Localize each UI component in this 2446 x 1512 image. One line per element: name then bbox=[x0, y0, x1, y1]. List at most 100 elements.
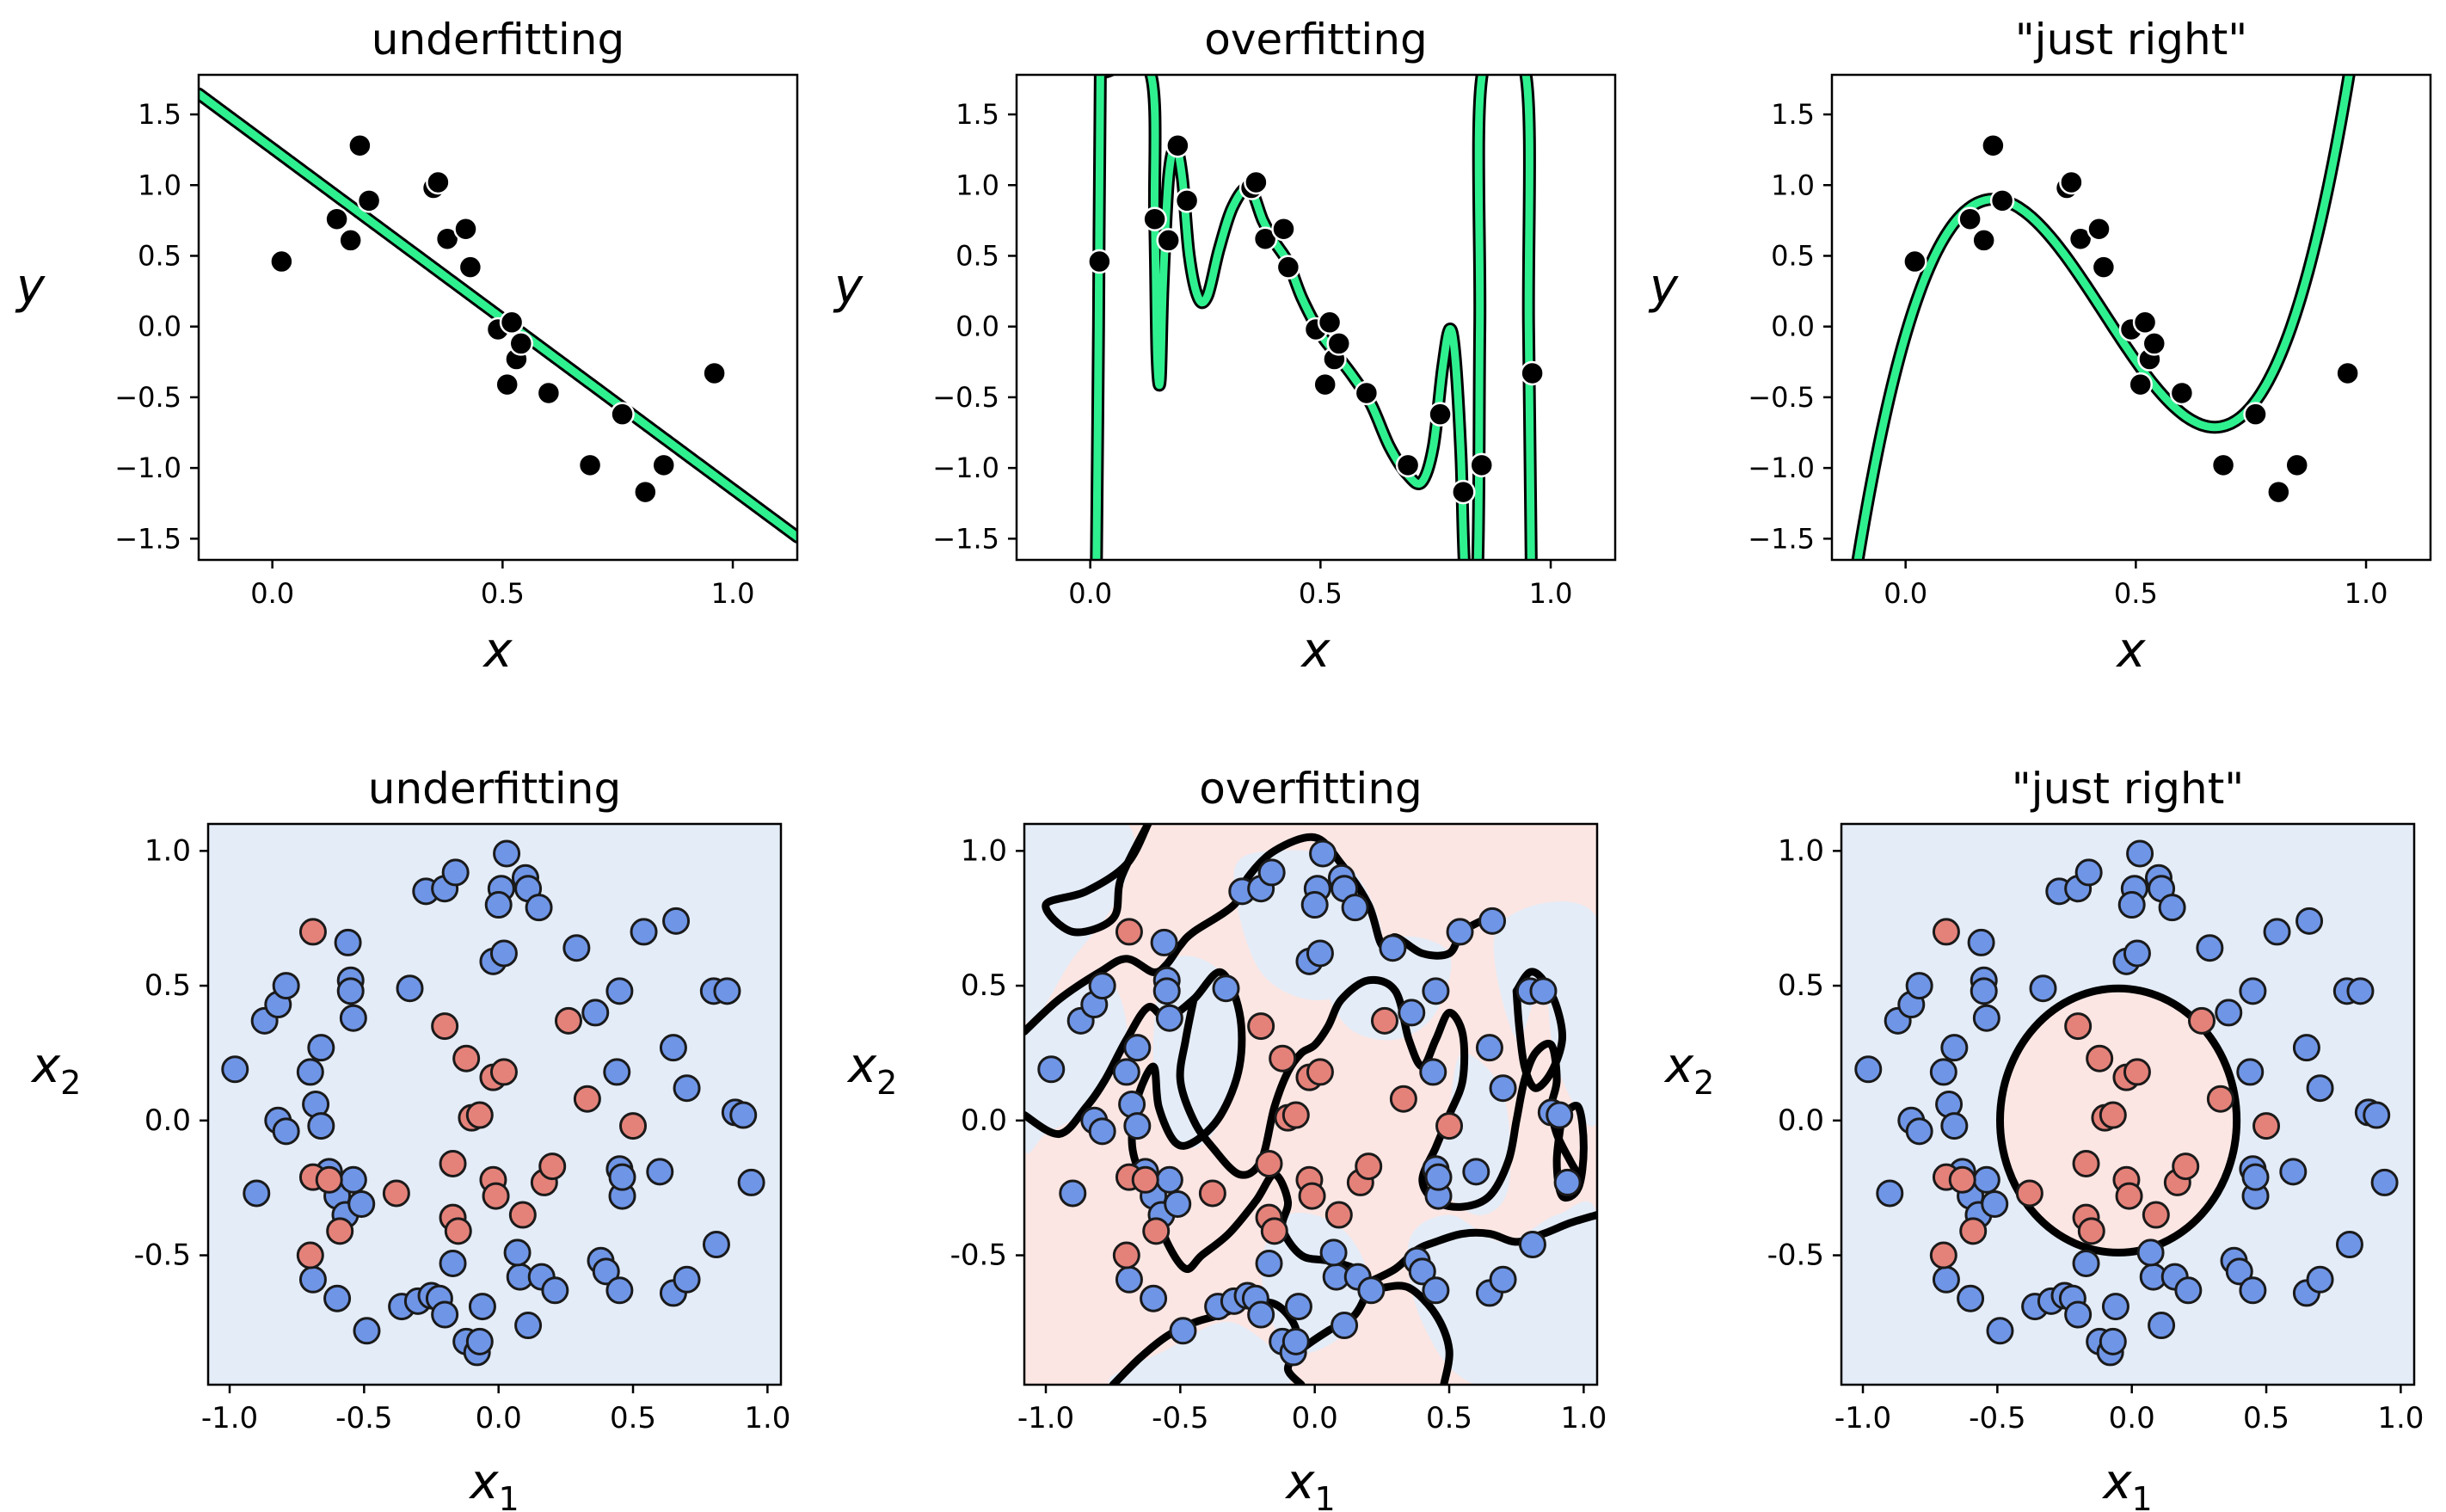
y-tick-label: 1.5 bbox=[138, 98, 181, 131]
data-point-red bbox=[1198, 1179, 1226, 1208]
data-point-blue bbox=[1970, 977, 1998, 1005]
data-point-blue bbox=[1309, 839, 1337, 868]
data-point-blue bbox=[1255, 1249, 1283, 1277]
data-point-blue bbox=[307, 1034, 335, 1062]
panel-cls-under: -1.0 -0.5 0.0 0.5 1.0 1.0 0.5 0.0 -0.5 underfitti… bbox=[30, 764, 790, 1512]
x-tick-label: 0.0 bbox=[1884, 577, 1927, 610]
data-point-red bbox=[2015, 1179, 2043, 1208]
data-point bbox=[338, 228, 363, 253]
data-point-blue bbox=[2370, 1168, 2399, 1196]
data-point-blue bbox=[605, 977, 634, 1005]
x-axis-label: x bbox=[1300, 623, 1331, 679]
chart-title: overfitting bbox=[1199, 764, 1423, 814]
data-point-blue bbox=[1546, 1101, 1574, 1129]
data-point-blue bbox=[1424, 1163, 1453, 1191]
axes-frame bbox=[206, 822, 783, 1386]
data-point bbox=[1156, 228, 1181, 253]
axes-frame bbox=[1840, 822, 2416, 1386]
x-tick-label: -1.0 bbox=[1834, 1401, 1891, 1435]
axes-frame bbox=[1023, 822, 1599, 1386]
chart-title: overfitting bbox=[1204, 15, 1428, 65]
data-point-blue bbox=[605, 1276, 634, 1305]
data-point-blue bbox=[2263, 918, 2291, 946]
data-point bbox=[702, 360, 727, 386]
data-point bbox=[1326, 331, 1352, 356]
panel-reg-over: 0.0 0.5 1.0 1.5 1.0 0.5 0.0 −0.5 −1.0 −1.5 overfit… bbox=[833, 15, 1617, 679]
data-point-red bbox=[508, 1201, 537, 1229]
data-point-blue bbox=[2239, 977, 2267, 1005]
data-point-blue bbox=[1462, 1158, 1490, 1186]
region-patch-blue bbox=[1024, 824, 1134, 1023]
data-point bbox=[1469, 452, 1494, 478]
data-point-blue bbox=[503, 1238, 532, 1267]
data-point-blue bbox=[541, 1276, 569, 1305]
data-point bbox=[434, 226, 460, 251]
data-point bbox=[495, 372, 519, 397]
x-tick-label: -1.0 bbox=[201, 1401, 258, 1435]
data-point-red bbox=[315, 1165, 343, 1194]
data-point-blue bbox=[1929, 1058, 1957, 1086]
plot-content bbox=[199, 87, 797, 544]
data-point-blue bbox=[1155, 1165, 1183, 1194]
data-point bbox=[1087, 249, 1112, 274]
chart-title: underfitting bbox=[368, 764, 621, 814]
data-point-blue bbox=[2295, 907, 2324, 935]
data-point bbox=[1244, 169, 1269, 195]
data-point-blue bbox=[1112, 1058, 1140, 1086]
data-point-red bbox=[1929, 1241, 1957, 1269]
plot-content bbox=[1851, 75, 2360, 560]
data-point-red bbox=[2142, 1201, 2170, 1229]
data-point-red bbox=[1247, 1012, 1275, 1041]
data-point-blue bbox=[673, 1265, 701, 1294]
data-point-blue bbox=[272, 972, 300, 1000]
data-point-blue bbox=[2236, 1058, 2265, 1086]
data-point-blue bbox=[592, 1257, 620, 1286]
data-point-blue bbox=[646, 1158, 674, 1186]
data-point-blue bbox=[1319, 1238, 1348, 1267]
data-point-blue bbox=[1169, 1317, 1197, 1345]
data-point bbox=[324, 206, 349, 231]
y-tick-label: −0.5 bbox=[1748, 381, 1815, 414]
data-point-blue bbox=[1398, 999, 1426, 1027]
x-tick-label: 1.0 bbox=[744, 1401, 790, 1435]
data-point bbox=[1275, 255, 1301, 280]
plot-content bbox=[1024, 824, 1597, 1385]
data-point-blue bbox=[2241, 1163, 2270, 1191]
data-point-red bbox=[1112, 1241, 1140, 1269]
x-tick-label: 0.5 bbox=[1426, 1401, 1472, 1435]
data-point-blue bbox=[729, 1101, 758, 1129]
data-point bbox=[1142, 206, 1167, 231]
chart-title: "just right" bbox=[2012, 764, 2245, 814]
x-tick-label: 0.5 bbox=[610, 1401, 656, 1435]
data-point-blue bbox=[1331, 1312, 1359, 1340]
y-axis-label: x2 bbox=[30, 1038, 81, 1102]
data-point bbox=[2169, 380, 2195, 406]
data-point-blue bbox=[1284, 1293, 1312, 1321]
data-point-blue bbox=[2123, 939, 2151, 968]
panel-cls-right: -1.0 -0.5 0.0 0.5 1.0 1.0 0.5 0.0 -0.5 "just righ… bbox=[1663, 764, 2424, 1512]
data-point-blue bbox=[673, 1074, 701, 1103]
panel-cls-over: -1.0 -0.5 0.0 0.5 1.0 1.0 0.5 0.0 -0.5 overfittin… bbox=[846, 764, 1607, 1512]
data-point bbox=[2132, 310, 2158, 335]
y-tick-label: 0.5 bbox=[144, 968, 191, 1003]
data-point-blue bbox=[296, 1058, 324, 1086]
data-point-red bbox=[2064, 1012, 2093, 1041]
data-point bbox=[1174, 188, 1200, 213]
data-point-red bbox=[2072, 1149, 2100, 1177]
data-point-blue bbox=[243, 1179, 271, 1208]
data-point-red bbox=[1932, 918, 1960, 946]
x-tick-label: 0.5 bbox=[2114, 577, 2158, 610]
data-point bbox=[1989, 188, 2015, 213]
data-point-blue bbox=[2363, 1101, 2391, 1129]
y-tick-label: 0.5 bbox=[1778, 968, 1824, 1003]
data-point-blue bbox=[1281, 1327, 1310, 1355]
panel-reg-right: 0.0 0.5 1.0 1.5 1.0 0.5 0.0 −0.5 −1.0 −1.5 "just r… bbox=[1648, 15, 2432, 679]
decision-boundary bbox=[1995, 984, 2241, 1257]
data-point-blue bbox=[603, 1058, 631, 1086]
data-point-blue bbox=[493, 839, 521, 868]
data-point-red bbox=[1435, 1112, 1464, 1140]
data-point-red bbox=[2172, 1152, 2200, 1181]
data-point bbox=[536, 380, 562, 406]
y-tick-label: 0.0 bbox=[1771, 310, 1815, 343]
data-point bbox=[1312, 372, 1337, 397]
